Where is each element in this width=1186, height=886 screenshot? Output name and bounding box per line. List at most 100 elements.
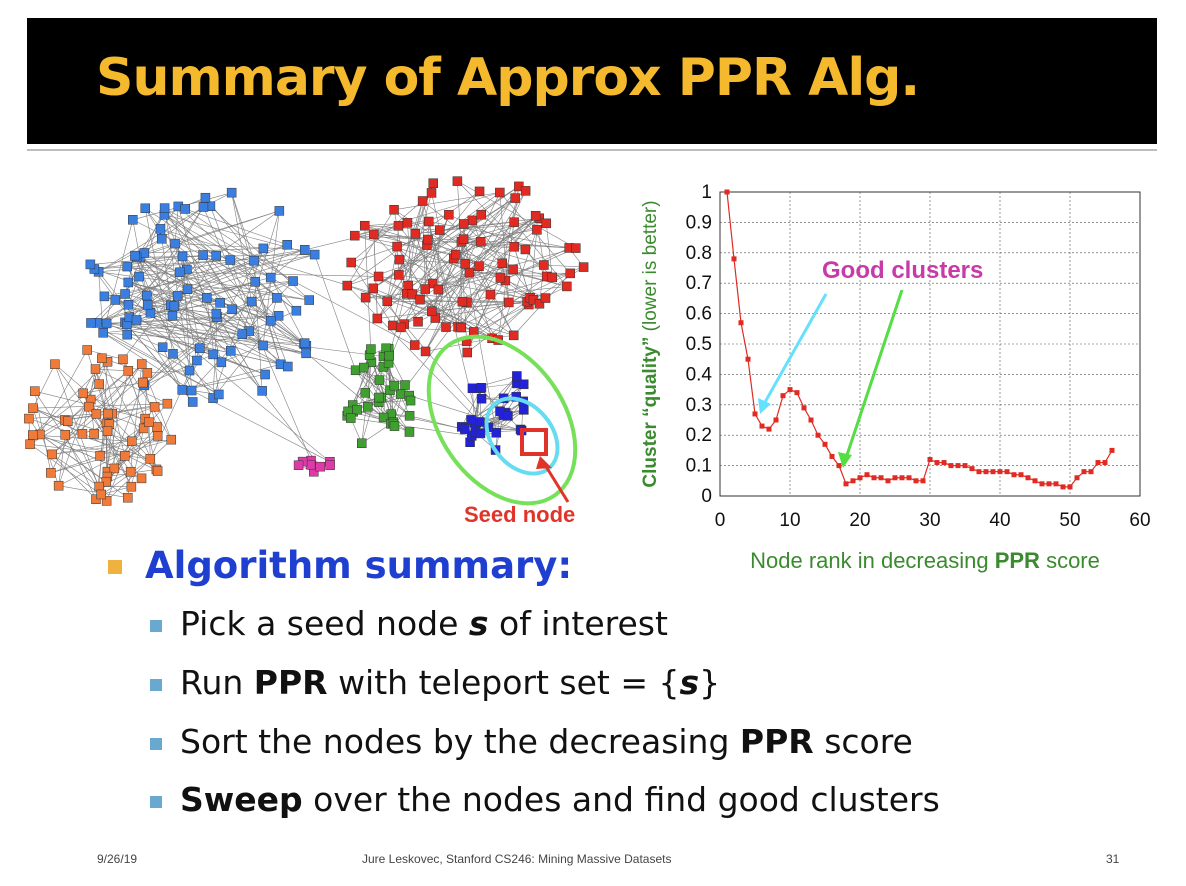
graph-node bbox=[130, 250, 140, 261]
graph-node bbox=[392, 241, 402, 252]
data-point bbox=[906, 475, 912, 481]
graph-node bbox=[520, 244, 531, 255]
graph-edge bbox=[124, 293, 331, 463]
graph-node bbox=[149, 402, 160, 412]
graph-edge bbox=[398, 274, 534, 301]
graph-edge bbox=[529, 229, 538, 298]
graph-edge bbox=[467, 304, 530, 353]
graph-node bbox=[356, 438, 367, 448]
graph-node bbox=[458, 234, 469, 244]
data-point bbox=[773, 417, 779, 423]
graph-node bbox=[497, 258, 508, 269]
graph-node bbox=[360, 388, 371, 398]
graph-edge bbox=[58, 434, 66, 486]
graph-edge bbox=[497, 186, 520, 341]
graph-edge bbox=[185, 208, 288, 246]
graph-node bbox=[109, 463, 120, 474]
graph-node bbox=[227, 304, 237, 315]
graph-node bbox=[82, 345, 92, 355]
graph-node bbox=[144, 417, 154, 427]
graph-node bbox=[485, 289, 496, 300]
graph-edge bbox=[50, 455, 101, 474]
graph-edge bbox=[428, 221, 570, 249]
data-point bbox=[1011, 472, 1017, 478]
graph-node bbox=[388, 320, 398, 331]
graph-node bbox=[134, 271, 144, 282]
graph-node bbox=[519, 405, 529, 415]
graph-node bbox=[396, 322, 406, 333]
graph-edge bbox=[347, 285, 481, 423]
graph-edge bbox=[424, 221, 430, 290]
graph-node bbox=[369, 229, 379, 240]
data-point bbox=[864, 472, 870, 478]
graph-node bbox=[145, 308, 156, 318]
graph-node bbox=[509, 217, 519, 227]
graph-node bbox=[466, 415, 476, 425]
graph-edge bbox=[347, 209, 395, 286]
data-point bbox=[794, 390, 800, 396]
y-tick-label: 0.9 bbox=[686, 212, 712, 233]
graph-edge bbox=[292, 280, 426, 352]
data-point bbox=[920, 478, 926, 484]
graph-edge bbox=[39, 434, 128, 498]
graph-edge bbox=[231, 192, 255, 261]
x-tick-label: 10 bbox=[779, 510, 800, 531]
graph-edge bbox=[101, 486, 132, 495]
graph-edge bbox=[461, 197, 516, 243]
graph-node bbox=[457, 296, 468, 307]
annotation-arrowhead-green bbox=[838, 452, 852, 468]
bullet-3-text-a: Sort the nodes by the decreasing bbox=[180, 722, 740, 761]
seed-arrowhead bbox=[536, 456, 552, 469]
graph-node bbox=[24, 413, 34, 424]
graph-node bbox=[405, 395, 416, 406]
graph-node bbox=[266, 315, 276, 326]
cluster-ellipse-green bbox=[426, 334, 578, 506]
graph-node bbox=[475, 237, 486, 247]
graph-node bbox=[162, 398, 173, 409]
y-axis-label-rest: (lower is better) bbox=[640, 200, 661, 336]
graph-node bbox=[509, 242, 519, 252]
graph-node bbox=[423, 234, 433, 245]
graph-node bbox=[265, 272, 276, 283]
graph-edge bbox=[422, 200, 503, 264]
graph-edge bbox=[164, 207, 307, 347]
graph-node bbox=[508, 264, 518, 275]
data-point bbox=[808, 417, 814, 423]
graph-edge bbox=[457, 180, 553, 278]
graph-node bbox=[103, 408, 113, 419]
graph-node bbox=[305, 459, 316, 470]
data-point bbox=[885, 478, 891, 484]
graph-node bbox=[138, 377, 148, 388]
graph-node bbox=[428, 178, 439, 188]
graph-edge bbox=[147, 244, 288, 306]
graph-edge bbox=[136, 210, 280, 258]
graph-node bbox=[409, 340, 420, 350]
graph-edge bbox=[203, 206, 312, 461]
graph-node bbox=[360, 292, 371, 303]
graph-node bbox=[123, 366, 134, 376]
data-point bbox=[913, 478, 919, 484]
graph-edge bbox=[425, 192, 501, 352]
bullet-item-4: Sweep over the nodes and find good clust… bbox=[180, 780, 940, 819]
graph-node bbox=[394, 254, 405, 265]
title-divider bbox=[27, 149, 1157, 151]
graph-node bbox=[168, 349, 178, 359]
data-point bbox=[1039, 481, 1045, 487]
graph-edge bbox=[144, 210, 280, 254]
graph-node bbox=[346, 257, 356, 268]
graph-node bbox=[86, 318, 96, 328]
graph-node bbox=[101, 318, 112, 329]
graph-node bbox=[415, 294, 425, 305]
graph-edge bbox=[144, 309, 233, 386]
graph-node bbox=[131, 315, 142, 325]
graph-edge bbox=[136, 319, 307, 354]
graph-node bbox=[30, 386, 40, 396]
graph-node bbox=[208, 349, 218, 360]
graph-node bbox=[78, 388, 88, 399]
graph-node bbox=[123, 492, 133, 503]
graph-node bbox=[94, 379, 104, 389]
graph-edge bbox=[29, 420, 68, 445]
x-tick-label: 20 bbox=[849, 510, 870, 531]
graph-node bbox=[389, 205, 399, 215]
graph-node bbox=[122, 329, 132, 340]
